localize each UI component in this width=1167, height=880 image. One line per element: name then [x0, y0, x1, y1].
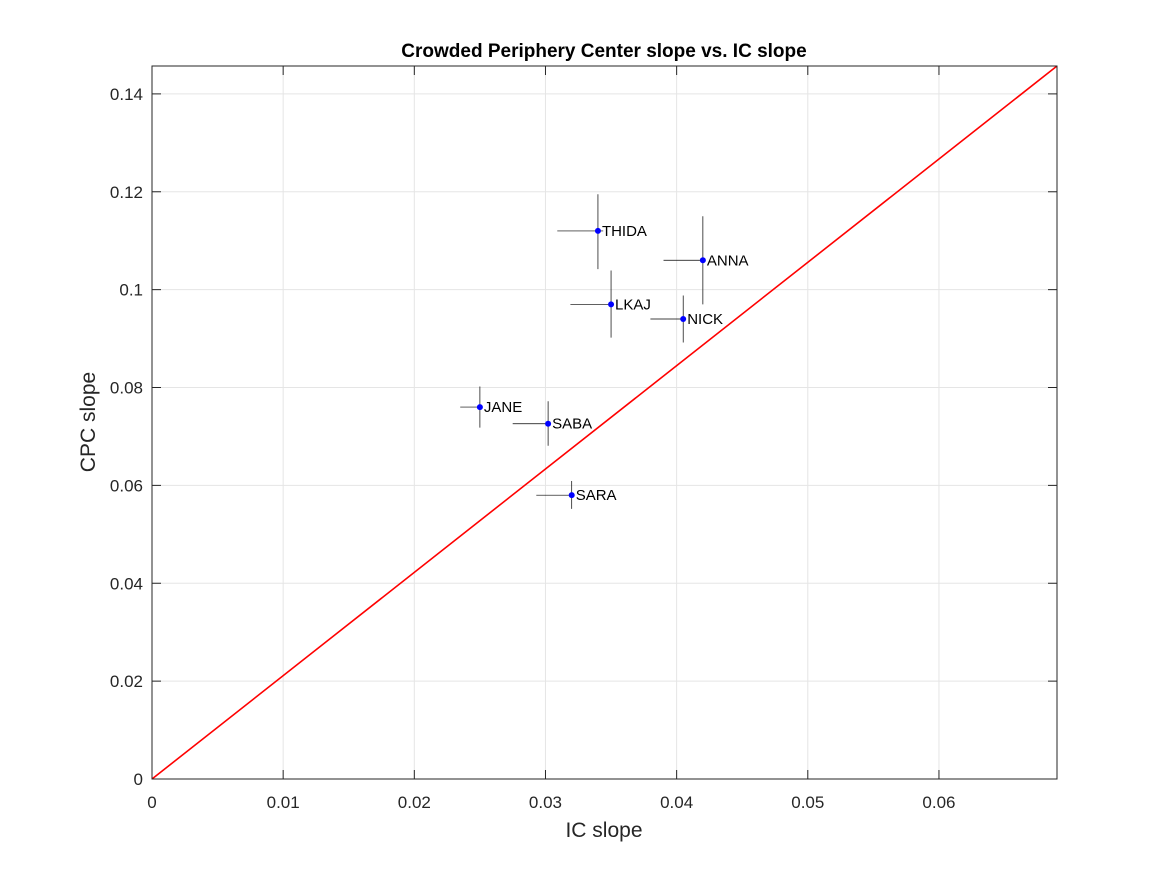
- y-tick-label: 0.1: [119, 281, 143, 300]
- x-tick-label: 0: [147, 793, 156, 812]
- point-label: NICK: [687, 311, 723, 328]
- data-point: [594, 227, 601, 234]
- data-point: [545, 420, 552, 427]
- x-tick-label: 0.04: [660, 793, 693, 812]
- x-tick-label: 0.02: [398, 793, 431, 812]
- data-point: [680, 316, 687, 322]
- x-axis-label: IC slope: [565, 819, 642, 842]
- reference-line: [151, 65, 1058, 780]
- x-tick-label: 0.01: [267, 793, 300, 812]
- point-label: JANE: [484, 399, 522, 416]
- y-tick-label: 0.14: [110, 85, 143, 104]
- x-tick-label: 0.06: [922, 793, 955, 812]
- axes-box: [151, 65, 1058, 780]
- point-label: SABA: [552, 416, 592, 433]
- point-label: LKAJ: [615, 296, 651, 313]
- x-tick-label: 0.03: [529, 793, 562, 812]
- y-tick-label: 0: [134, 770, 143, 789]
- data-point: [476, 404, 483, 411]
- data-point: [608, 301, 615, 308]
- data-points: [476, 227, 706, 499]
- y-tick-label: 0.08: [110, 379, 143, 398]
- point-label: THIDA: [602, 223, 647, 240]
- x-tick-label: 0.05: [791, 793, 824, 812]
- point-label: SARA: [576, 487, 617, 504]
- point-label: ANNA: [707, 252, 749, 269]
- y-tick-label: 0.12: [110, 183, 143, 202]
- y-tick-label: 0.04: [110, 574, 143, 593]
- data-point: [568, 492, 575, 499]
- y-axis-label: CPC slope: [77, 372, 100, 472]
- chart-title: Crowded Periphery Center slope vs. IC sl…: [401, 41, 806, 62]
- axis-ticks: 0 0.01 0.02 0.03 0.04 0.05 0.06 0 0.02 0.04 0.06 0.…: [110, 66, 1057, 812]
- point-labels: THIDA ANNA LKAJ NICK JANE SABA SARA: [484, 223, 749, 504]
- y-tick-label: 0.06: [110, 476, 143, 495]
- reference-line-group: [151, 65, 1058, 780]
- y-tick-label: 0.02: [110, 672, 143, 691]
- data-point: [699, 257, 706, 264]
